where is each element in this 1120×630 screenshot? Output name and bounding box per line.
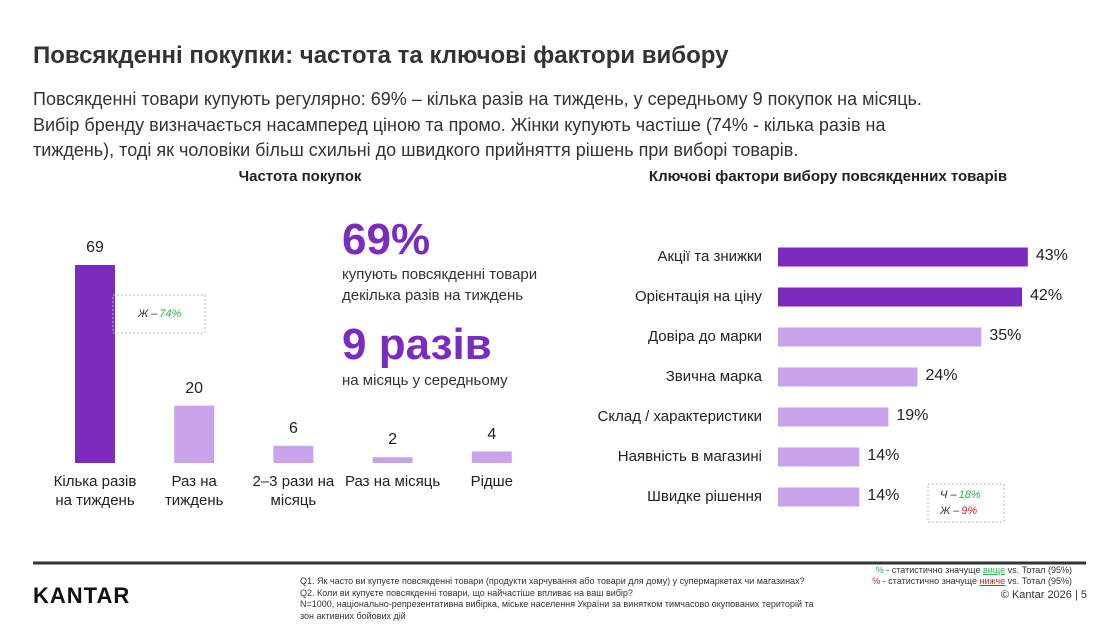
value-label: 19% [896, 407, 929, 424]
legend-text: vs. Тотал (95%) [1005, 565, 1072, 575]
y-tick-label: Акції та знижки [657, 248, 762, 265]
annotation: Ж –9% [940, 505, 977, 517]
annotation: Ч –18% [940, 489, 981, 501]
bar [75, 264, 115, 463]
y-tick-label: Звична марка [665, 368, 762, 385]
highlight-text: купують повсякденні товари [342, 266, 538, 283]
bar [778, 447, 860, 467]
bar [778, 367, 918, 387]
bar [778, 287, 1023, 307]
summary-line: Вибір бренду визначається насамперед цін… [33, 114, 886, 135]
legend-mark: % [872, 576, 881, 586]
bar [471, 451, 512, 463]
legend-text: - статистично значуще [883, 565, 983, 575]
footnote: Q2. Коли ви купуєте повсякденні товари, … [300, 587, 633, 598]
value-label: 20 [185, 379, 204, 397]
highlight-value: 69% [342, 215, 431, 264]
annotation-box [927, 483, 1005, 523]
chart-title: Ключові фактори вибору повсякденних това… [648, 168, 1008, 185]
footnote: N=1000, національно-репрезентативна вибі… [300, 599, 814, 609]
copyright: © Kantar 2026 | 5 [1000, 589, 1087, 601]
legend-text: - статистично значуще [880, 576, 980, 586]
value-label: 14% [867, 487, 900, 504]
bar [778, 407, 889, 427]
value-label: 35% [989, 327, 1022, 344]
x-tick-label: Раз на місяць [344, 473, 441, 490]
annotation-part: 74% [159, 308, 182, 320]
legend-mark: % [875, 565, 884, 575]
legend-word: нижче [979, 576, 1006, 586]
value-label: 4 [487, 425, 497, 443]
annotation-part: Ж – [138, 308, 158, 320]
chart-title: Частота покупок [238, 168, 362, 185]
y-tick-label: Довіра до марки [647, 328, 762, 345]
y-tick-label: Склад / характеристики [597, 408, 762, 425]
highlight-text: на місяць у середньому [342, 372, 508, 389]
annotation-part: Ж – [940, 505, 960, 517]
bar [778, 327, 982, 347]
annotation-part: 9% [961, 505, 978, 517]
x-tick-label: 2–3 рази на місяць [252, 473, 335, 509]
bar [273, 445, 314, 463]
value-label: 42% [1030, 287, 1063, 304]
bar [778, 247, 1028, 267]
y-tick-label: Орієнтація на ціну [634, 288, 762, 305]
highlight-value: 9 разів [342, 320, 492, 369]
footnote: зон активних бойових дій [300, 610, 406, 621]
footnote: Q1. Як часто ви купуєте повсякденні това… [300, 576, 805, 586]
x-tick-label: Рідше [470, 473, 514, 490]
summary-line: Повсякденні товари купують регулярно: 69… [33, 89, 922, 109]
value-label: 69 [86, 238, 104, 256]
value-label: 6 [288, 419, 298, 437]
annotation: Ж –74% [138, 308, 181, 320]
annotation-box [112, 294, 206, 334]
significance-legend: % - статистично значуще нижче vs. Тотал … [872, 576, 1072, 586]
y-tick-label: Швидке рішення [647, 488, 762, 505]
highlight-text: декілька разів на тиждень [342, 287, 524, 304]
x-tick-label: Кілька разів на тиждень [53, 473, 137, 509]
value-label: 14% [867, 447, 900, 464]
summary-line: тиждень), тоді як чоловіки більш схильні… [33, 140, 799, 160]
x-tick-label: Раз на тиждень [164, 473, 224, 509]
title: Повсякденні покупки: частота та ключові … [33, 42, 729, 69]
bar [778, 487, 860, 507]
value-label: 43% [1035, 247, 1068, 264]
value-label: 24% [925, 367, 958, 384]
annotation-part: Ч – [940, 489, 957, 501]
legend-word: вище [982, 565, 1006, 575]
bar [174, 405, 215, 463]
value-label: 2 [388, 431, 398, 449]
significance-legend: % - статистично значуще вище vs. Тотал (… [876, 565, 1072, 575]
annotation-part: 18% [958, 489, 981, 501]
bar [372, 457, 413, 463]
logo: KANTAR [33, 583, 131, 608]
y-tick-label: Наявність в магазині [617, 448, 762, 465]
legend-text: vs. Тотал (95%) [1005, 576, 1072, 586]
